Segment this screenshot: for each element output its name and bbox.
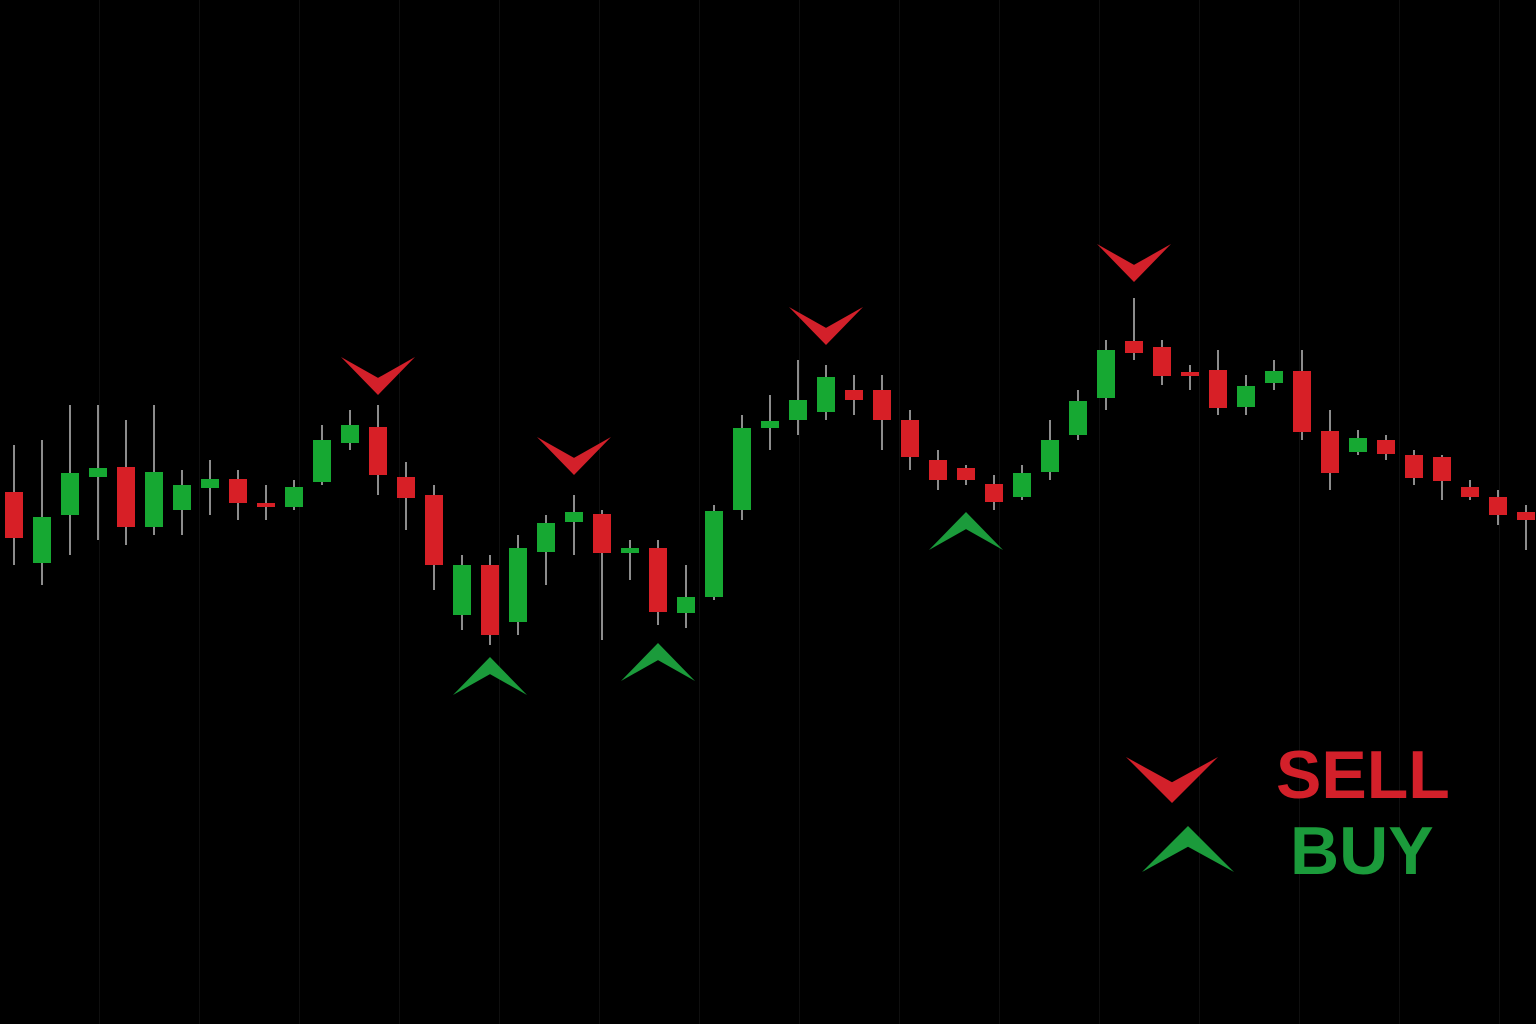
sell-signal: [1097, 244, 1171, 282]
candle-body: [33, 517, 51, 563]
candle-body: [341, 425, 359, 443]
candle-body: [173, 485, 191, 510]
buy-signal: [929, 512, 1003, 550]
candle-body: [1405, 455, 1423, 478]
candle-body: [1321, 431, 1339, 473]
candle-body: [229, 479, 247, 503]
candle-body: [425, 495, 443, 565]
candle-body: [89, 468, 107, 477]
legend-buy-symbol: [1142, 826, 1234, 872]
candle-body: [621, 548, 639, 553]
candle-body: [481, 565, 499, 635]
candle-body: [1069, 401, 1087, 435]
sell-signal: [341, 357, 415, 395]
candle-body: [985, 484, 1003, 502]
candle-body: [313, 440, 331, 482]
candle-body: [201, 479, 219, 488]
candle-body: [285, 487, 303, 507]
candle-body: [593, 514, 611, 553]
candle-body: [1153, 347, 1171, 376]
candle-body: [1181, 372, 1199, 376]
candle-body: [537, 523, 555, 552]
candle-body: [1293, 371, 1311, 432]
candle-body: [61, 473, 79, 515]
legend-sell-symbol: [1126, 757, 1218, 803]
candle-body: [901, 420, 919, 457]
candle-body: [257, 503, 275, 507]
sell-signal: [537, 437, 611, 475]
candle-body: [397, 477, 415, 498]
candle-body: [565, 512, 583, 522]
candle-body: [1489, 497, 1507, 515]
candle-body: [1237, 386, 1255, 407]
candle-body: [509, 548, 527, 622]
candle-body: [369, 427, 387, 475]
candle-body: [1265, 371, 1283, 383]
buy-signal: [621, 643, 695, 681]
legend-sell-label: SELL: [1276, 737, 1450, 813]
candle-body: [1349, 438, 1367, 452]
candle-body: [145, 472, 163, 527]
candle-body: [1377, 440, 1395, 454]
candle-body: [873, 390, 891, 420]
candle-body: [1097, 350, 1115, 398]
sell-signal: [789, 307, 863, 345]
candle-body: [649, 548, 667, 612]
buy-signal: [453, 657, 527, 695]
candle-body: [117, 467, 135, 527]
candle-body: [1517, 512, 1535, 520]
candle-body: [789, 400, 807, 420]
candle-body: [1433, 457, 1451, 481]
candle-body: [957, 468, 975, 480]
candle-body: [5, 492, 23, 538]
candle-body: [845, 390, 863, 400]
candle-body: [1461, 487, 1479, 497]
candle-body: [1209, 370, 1227, 408]
candle-body: [929, 460, 947, 480]
candle-body: [677, 597, 695, 613]
candle-body: [705, 511, 723, 597]
candle-body: [1013, 473, 1031, 497]
candle-body: [733, 428, 751, 510]
candle-body: [817, 377, 835, 412]
candle-body: [1041, 440, 1059, 472]
legend-buy-label: BUY: [1290, 813, 1434, 889]
candle-body: [761, 421, 779, 428]
candle-body: [453, 565, 471, 615]
candle-body: [1125, 341, 1143, 353]
